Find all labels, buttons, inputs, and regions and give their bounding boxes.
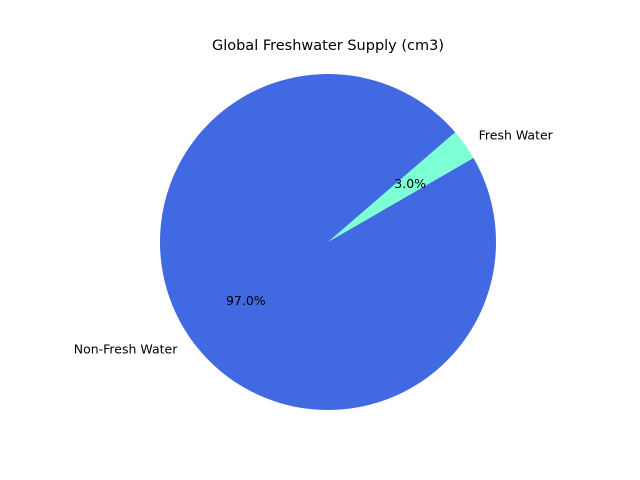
pie-slice-non-fresh-water — [160, 74, 497, 411]
pie-labels: Fresh Water 3.0% Non-Fresh Water 97.0% — [74, 127, 554, 356]
slice-label: Fresh Water — [479, 127, 554, 142]
pie-slice-fresh-water — [328, 132, 474, 242]
pie-slices — [160, 74, 497, 411]
slice-label: Non-Fresh Water — [74, 342, 178, 357]
chart-title: Global Freshwater Supply (cm3) — [212, 38, 444, 54]
slice-percent-label: 3.0% — [394, 176, 426, 191]
slice-percent-label: 97.0% — [226, 293, 266, 308]
